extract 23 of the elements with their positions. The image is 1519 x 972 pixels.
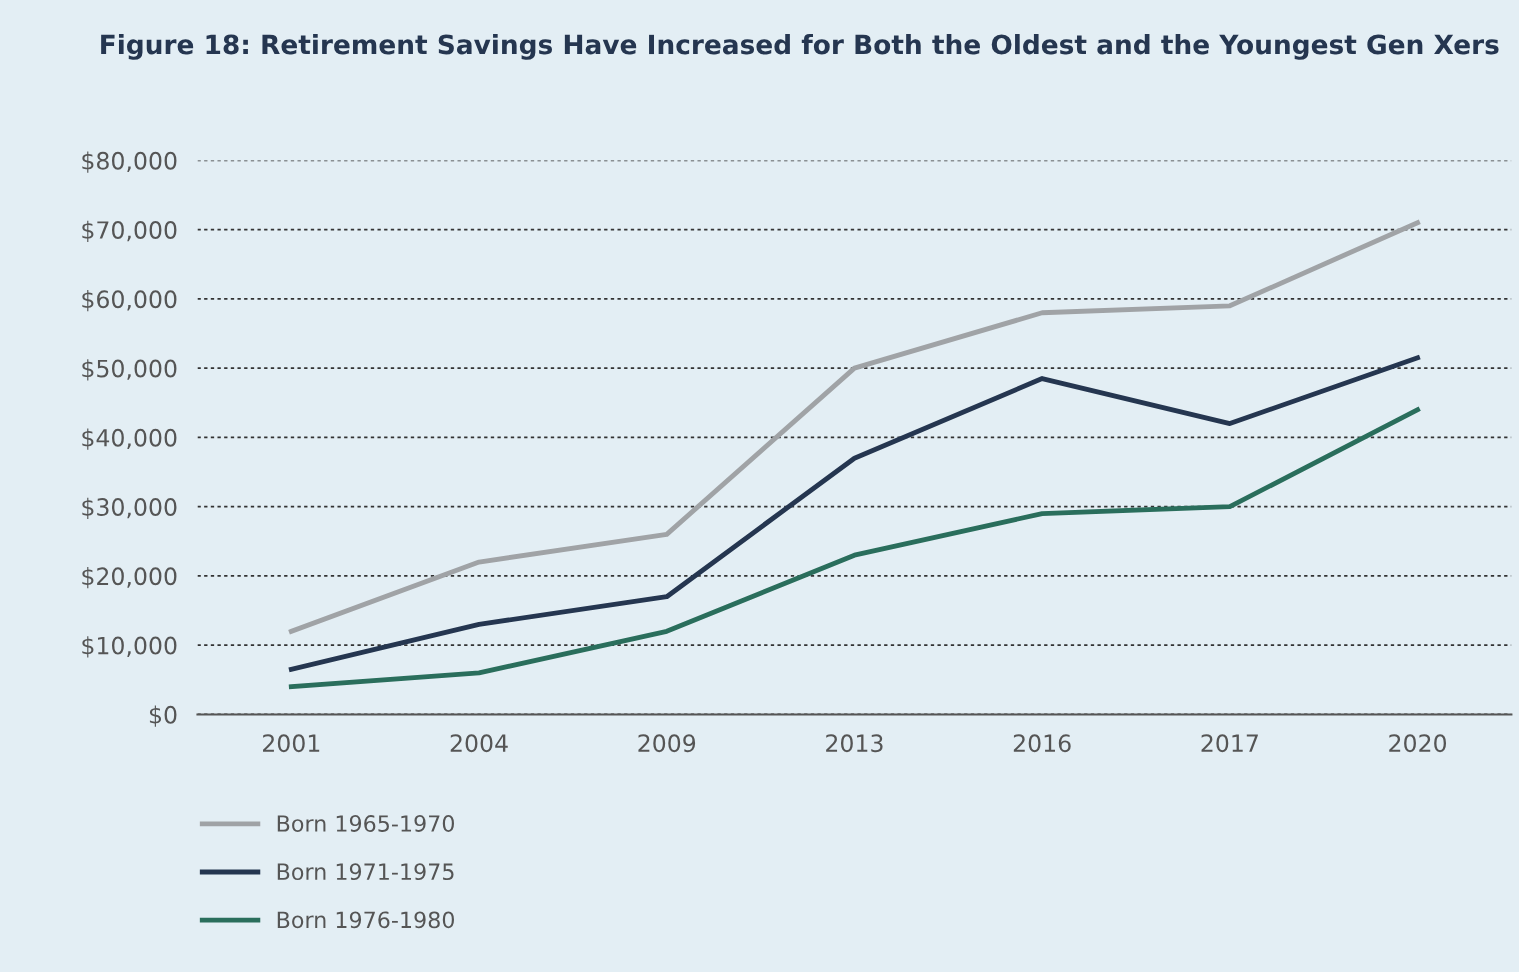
y-tick-label: $50,000 [82,359,177,381]
legend-label: Born 1965-1970 [277,815,454,832]
x-tick-label: 2013 [826,734,883,753]
chart-title: Figure 18: Retirement Savings Have Increased for Both the Oldest and the Youngest Gen Xers [101,34,1499,60]
x-tick-label: 2016 [1013,734,1071,753]
y-tick-label: $80,000 [82,151,177,173]
x-tick-label: 2004 [450,734,508,753]
line-series [288,220,1420,634]
x-tick-label: 2017 [1201,734,1258,753]
y-tick-label: $60,000 [82,289,177,312]
x-tick-label: 2001 [263,734,320,753]
y-tick-label: $70,000 [82,220,177,243]
legend-label: Born 1971-1975 [277,863,454,881]
line-series [288,407,1420,690]
x-tick-label: 2009 [638,734,696,753]
y-tick-label: $40,000 [82,428,177,450]
legend-label: Born 1976-1980 [277,911,454,929]
y-tick-label: $0 [149,705,177,727]
x-tick-label: 2020 [1389,734,1447,753]
line-series [288,355,1420,672]
y-tick-label: $30,000 [82,497,177,520]
y-tick-label: $20,000 [82,566,177,589]
y-tick-label: $10,000 [82,636,177,658]
